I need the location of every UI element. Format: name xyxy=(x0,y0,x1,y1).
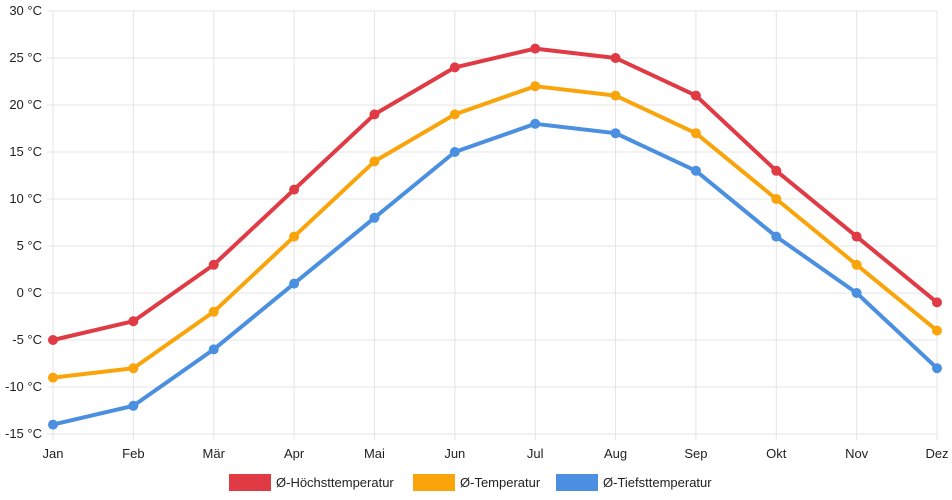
data-point[interactable] xyxy=(369,109,380,120)
y-tick-label: 30 °C xyxy=(9,3,42,18)
x-tick-label: Jul xyxy=(527,446,544,461)
x-tick-label: Mai xyxy=(364,446,385,461)
data-point[interactable] xyxy=(289,231,300,242)
data-point[interactable] xyxy=(48,372,58,383)
legend-swatch[interactable] xyxy=(556,474,598,491)
x-tick-label: Dez xyxy=(925,446,948,461)
legend-swatch[interactable] xyxy=(413,474,455,491)
y-tick-label: 20 °C xyxy=(9,97,42,112)
data-point[interactable] xyxy=(128,316,139,327)
data-point[interactable] xyxy=(289,278,300,289)
y-tick-label: -15 °C xyxy=(5,426,42,441)
data-point[interactable] xyxy=(128,400,139,411)
x-tick-label: Jun xyxy=(444,446,465,461)
data-point[interactable] xyxy=(851,231,862,242)
data-point[interactable] xyxy=(932,363,942,374)
data-point[interactable] xyxy=(610,128,621,139)
x-tick-label: Mär xyxy=(203,446,226,461)
data-point[interactable] xyxy=(530,43,541,54)
legend-label[interactable]: Ø-Temperatur xyxy=(460,475,541,490)
y-tick-label: -5 °C xyxy=(12,332,42,347)
x-tick-label: Apr xyxy=(284,446,305,461)
y-tick-label: 0 °C xyxy=(17,285,42,300)
data-point[interactable] xyxy=(771,231,782,242)
legend-label[interactable]: Ø-Tiefsttemperatur xyxy=(603,475,712,490)
series-line-0 xyxy=(52,46,939,342)
x-tick-label: Sep xyxy=(684,446,707,461)
data-point[interactable] xyxy=(369,156,380,167)
data-point[interactable] xyxy=(369,212,380,223)
data-point[interactable] xyxy=(449,62,460,73)
x-tick-label: Feb xyxy=(122,446,144,461)
y-tick-label: -10 °C xyxy=(5,379,42,394)
data-point[interactable] xyxy=(690,165,701,176)
y-tick-label: 5 °C xyxy=(17,238,42,253)
series-line-2 xyxy=(52,121,939,427)
y-tick-label: 10 °C xyxy=(9,191,42,206)
data-point[interactable] xyxy=(690,128,701,139)
data-point[interactable] xyxy=(208,259,219,270)
data-point[interactable] xyxy=(932,297,942,308)
data-point[interactable] xyxy=(932,325,942,336)
y-axis: 30 °C 25 °C 20 °C 15 °C 10 °C 5 °C 0 °C -5 °C -1… xyxy=(5,3,42,441)
series-line-1 xyxy=(52,84,939,380)
data-point[interactable] xyxy=(208,306,219,317)
data-point[interactable] xyxy=(610,90,621,101)
data-point[interactable] xyxy=(690,90,701,101)
data-point[interactable] xyxy=(128,363,139,374)
grid xyxy=(47,10,938,440)
legend-swatch[interactable] xyxy=(229,474,271,491)
data-point[interactable] xyxy=(48,335,58,345)
x-tick-label: Okt xyxy=(766,446,787,461)
data-point[interactable] xyxy=(530,81,541,92)
data-point[interactable] xyxy=(289,184,300,195)
data-point[interactable] xyxy=(449,147,460,157)
data-point[interactable] xyxy=(48,419,58,430)
y-tick-label: 25 °C xyxy=(9,50,42,65)
series-layer xyxy=(48,43,942,430)
data-point[interactable] xyxy=(851,288,862,298)
x-axis: Jan Feb Mär Apr Mai Jun Jul Aug Sep Okt Nov Dez xyxy=(43,446,949,461)
data-point[interactable] xyxy=(530,118,541,129)
x-tick-label: Nov xyxy=(845,446,869,461)
x-tick-label: Aug xyxy=(604,446,627,461)
data-point[interactable] xyxy=(208,344,219,355)
data-point[interactable] xyxy=(851,259,862,270)
legend: Ø-Höchsttemperatur Ø-Temperatur Ø-Tiefstte… xyxy=(229,474,712,491)
y-tick-label: 15 °C xyxy=(9,144,42,159)
data-point[interactable] xyxy=(610,53,621,63)
data-point[interactable] xyxy=(449,109,460,120)
data-point[interactable] xyxy=(771,165,782,176)
data-point[interactable] xyxy=(771,194,782,204)
legend-label[interactable]: Ø-Höchsttemperatur xyxy=(276,475,394,490)
x-tick-label: Jan xyxy=(43,446,64,461)
